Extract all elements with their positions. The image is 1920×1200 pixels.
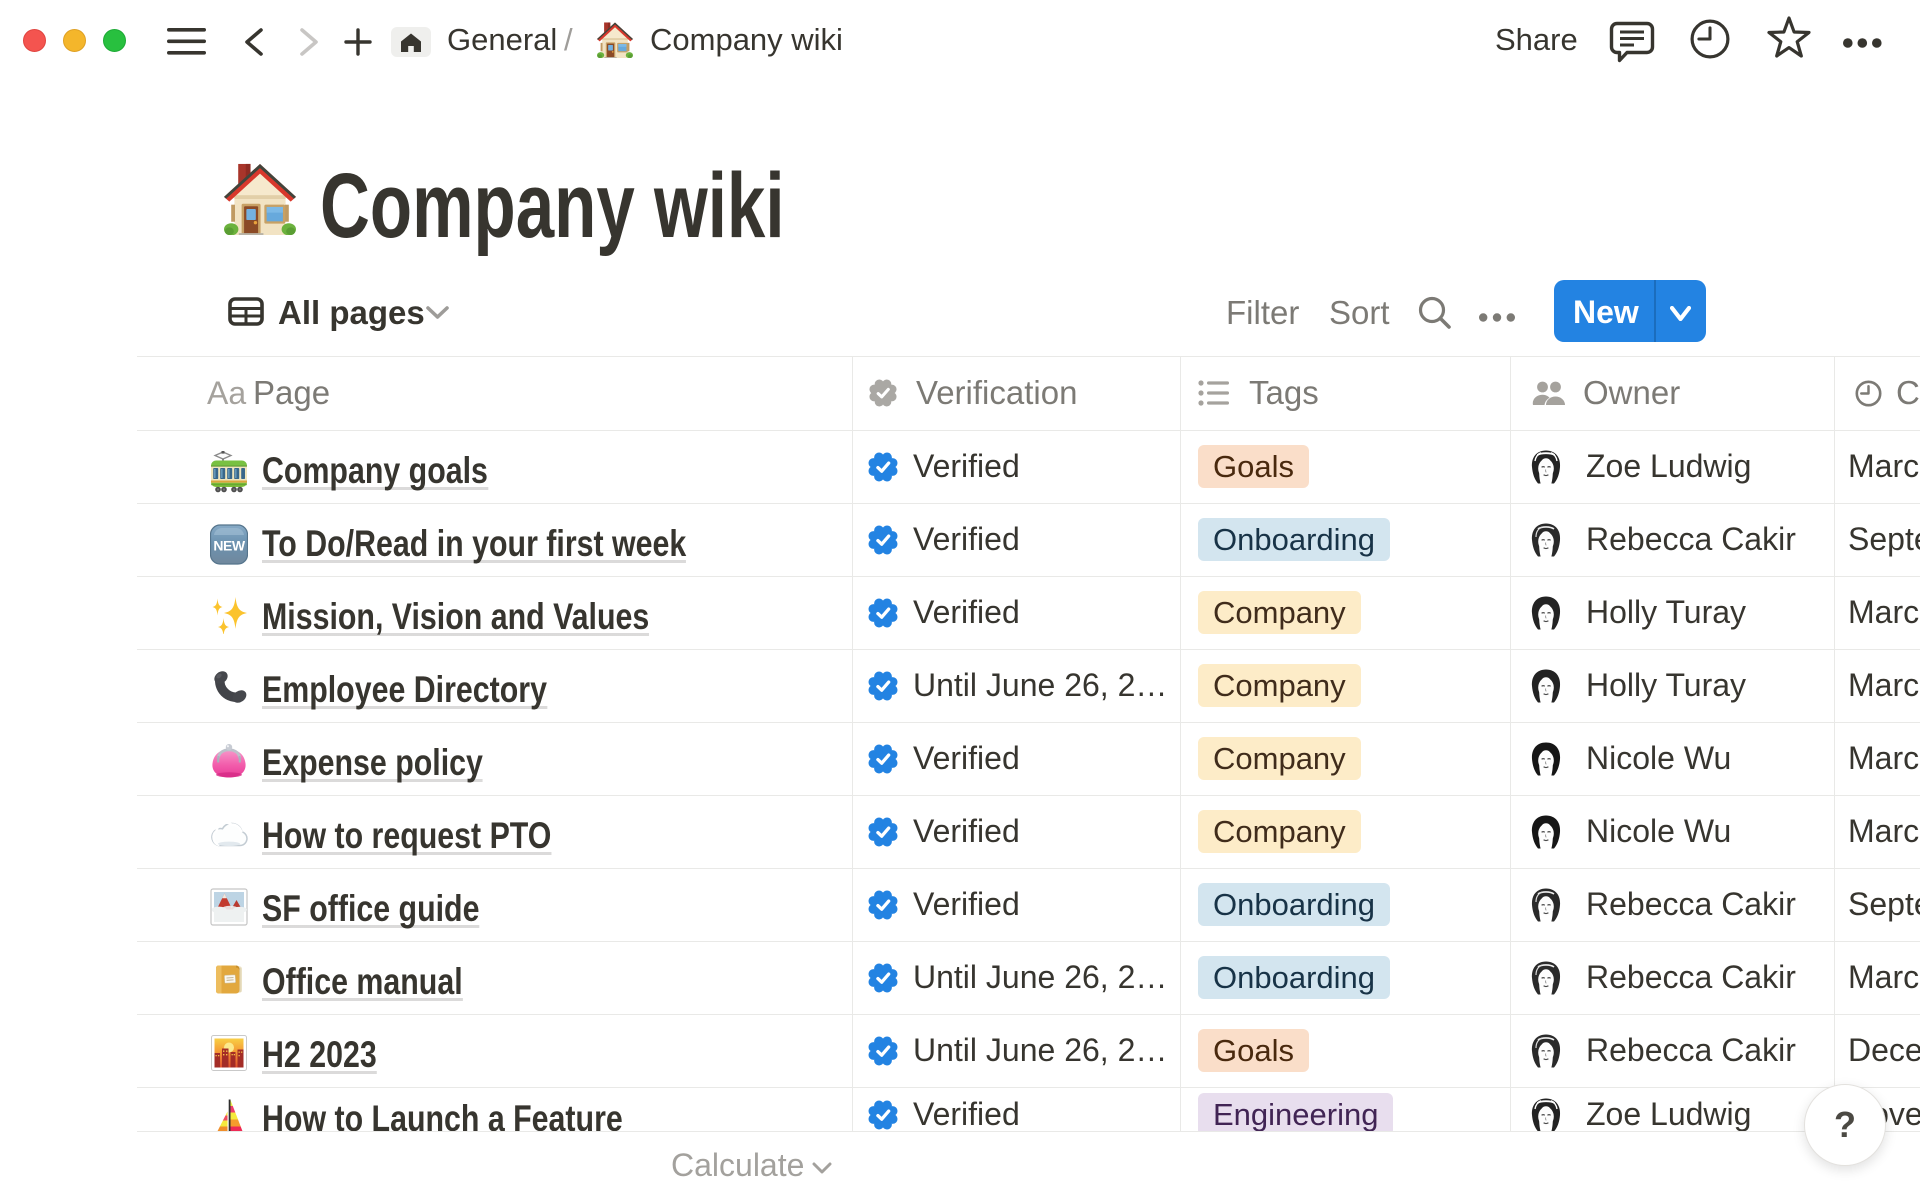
svg-text:NEW: NEW xyxy=(213,537,245,553)
